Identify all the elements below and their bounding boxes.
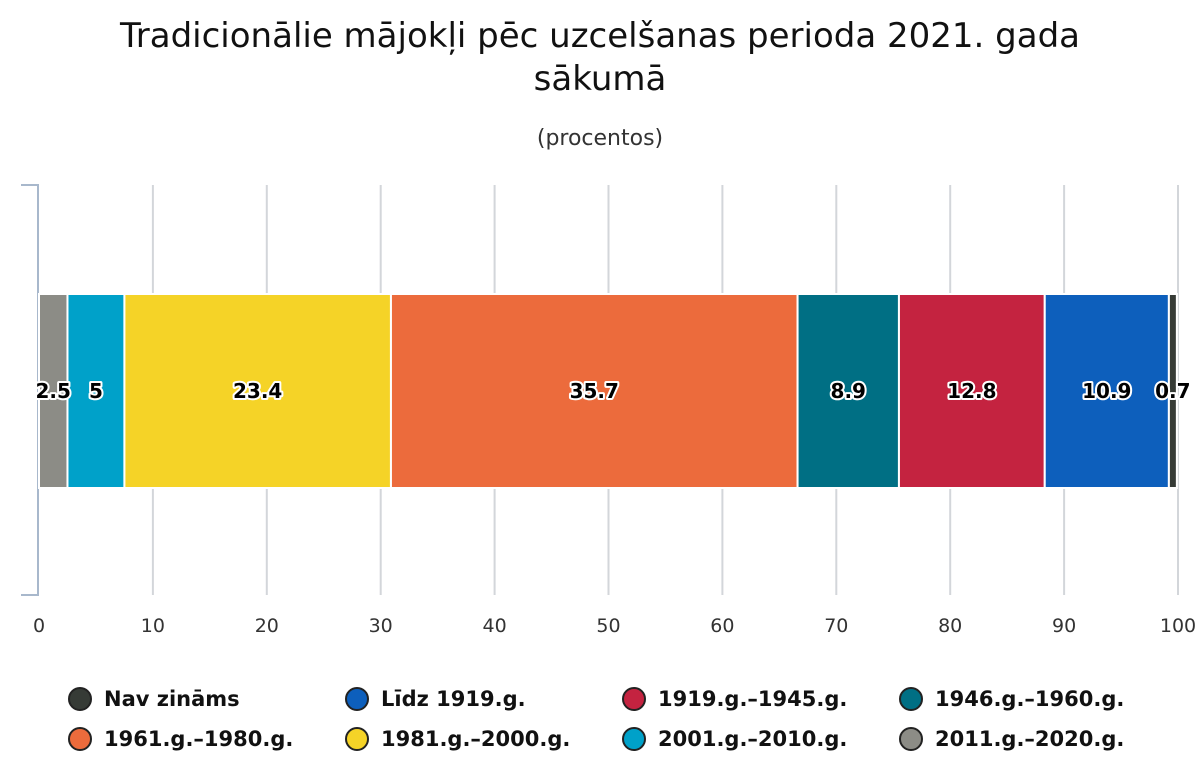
bar-segment — [1167, 293, 1178, 489]
segment-value-label: 5 — [89, 379, 103, 403]
segment-value-label: 12.8 — [947, 379, 996, 403]
legend-label: 1981.g.–2000.g. — [381, 727, 571, 751]
legend-item[interactable]: 1981.g.–2000.g. — [345, 723, 622, 755]
legend-swatch-icon — [68, 727, 92, 751]
x-tick-label: 0 — [33, 615, 45, 637]
legend-item[interactable]: Nav zināms — [68, 683, 345, 715]
segment-value-label: 35.7 — [570, 379, 619, 403]
chart-subtitle: (procentos) — [537, 126, 663, 151]
segment-labels: 2.5 5 23.4 35.7 8.9 12.8 10.9 0.7 — [34, 377, 1193, 405]
legend-label: 1919.g.–1945.g. — [658, 687, 848, 711]
stacked-bar-chart: Tradicionālie mājokļi pēc uzcelšanas per… — [21, 16, 1196, 637]
x-tick-label: 30 — [369, 615, 393, 637]
chart-title-line-1: Tradicionālie mājokļi pēc uzcelšanas per… — [119, 16, 1080, 56]
segment-value-label: 0.7 — [1155, 379, 1190, 403]
legend-swatch-icon — [345, 727, 369, 751]
legend-label: 1961.g.–1980.g. — [104, 727, 294, 751]
x-tick-label: 60 — [710, 615, 734, 637]
x-tick-label: 80 — [938, 615, 962, 637]
legend-item[interactable]: 1946.g.–1960.g. — [899, 683, 1178, 715]
x-tick-label: 50 — [596, 615, 620, 637]
legend-swatch-icon — [68, 687, 92, 711]
legend-item[interactable]: 2001.g.–2010.g. — [622, 723, 899, 755]
x-tick-label: 100 — [1160, 615, 1196, 637]
legend-swatch-icon — [345, 687, 369, 711]
segment-value-label: 23.4 — [233, 379, 282, 403]
bar-segment — [389, 293, 799, 489]
legend-swatch-icon — [622, 727, 646, 751]
x-tick-label: 10 — [141, 615, 165, 637]
x-tick-label: 70 — [824, 615, 848, 637]
bar-segment — [796, 293, 900, 489]
legend-label: 2001.g.–2010.g. — [658, 727, 848, 751]
bar-segments — [38, 293, 1178, 489]
x-tick-label: 40 — [483, 615, 507, 637]
chart-title-line-2: sākumā — [534, 59, 667, 99]
legend-item[interactable]: Līdz 1919.g. — [345, 683, 622, 715]
segment-value-label: 8.9 — [831, 379, 866, 403]
legend-item[interactable]: 2011.g.–2020.g. — [899, 723, 1178, 755]
legend-label: Nav zināms — [104, 687, 240, 711]
bar-segment — [897, 293, 1046, 489]
bar-segment — [38, 293, 69, 489]
legend-item[interactable]: 1961.g.–1980.g. — [68, 723, 345, 755]
legend-item[interactable]: 1919.g.–1945.g. — [622, 683, 899, 715]
segment-value-label: 10.9 — [1082, 379, 1131, 403]
segment-value-label: 2.5 — [36, 379, 71, 403]
x-tick-label: 20 — [255, 615, 279, 637]
legend: Nav zināms Līdz 1919.g. 1919.g.–1945.g. 194… — [68, 683, 1178, 755]
legend-swatch-icon — [622, 687, 646, 711]
legend-swatch-icon — [899, 687, 923, 711]
bar-segment — [123, 293, 392, 489]
bar-segment — [66, 293, 126, 489]
x-axis-ticks: 0 10 20 30 40 50 60 70 80 90 100 — [33, 615, 1196, 637]
legend-swatch-icon — [899, 727, 923, 751]
legend-label: Līdz 1919.g. — [381, 687, 526, 711]
legend-label: 1946.g.–1960.g. — [935, 687, 1125, 711]
x-tick-label: 90 — [1052, 615, 1076, 637]
legend-label: 2011.g.–2020.g. — [935, 727, 1125, 751]
bar-segment — [1043, 293, 1170, 489]
